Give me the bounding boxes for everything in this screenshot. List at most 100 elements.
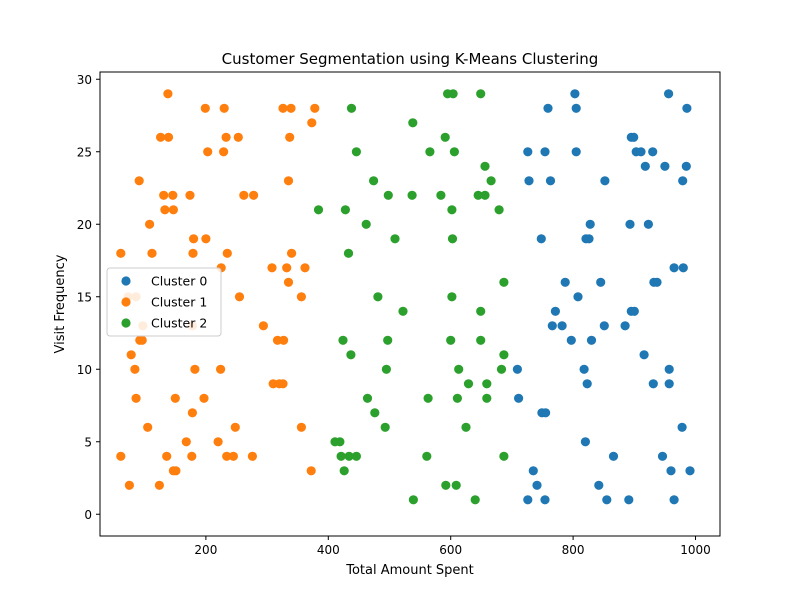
cluster-2-point [425,147,435,157]
cluster-1-point [213,437,223,447]
cluster-1-point [221,132,231,142]
cluster-1-point [137,335,147,345]
cluster-1-point [233,132,243,142]
cluster-0-point [540,147,550,157]
y-tick-label: 15 [77,290,92,304]
cluster-2-point [461,422,471,432]
cluster-0-point [532,480,542,490]
cluster-0-point [608,451,619,461]
x-tick-label: 1000 [680,543,711,557]
y-tick-label: 25 [77,145,92,159]
cluster-2-point [482,393,492,403]
cluster-2-point [336,451,346,461]
cluster-1-point [116,248,126,258]
cluster-1-point [258,321,268,331]
cluster-2-point [362,393,373,403]
cluster-0-point [523,495,533,505]
cluster-1-point [249,190,259,200]
cluster-2-point [499,277,509,287]
cluster-1-point [203,147,213,157]
cluster-2-point [463,379,474,389]
cluster-1-point [282,263,292,273]
cluster-2-point [380,422,390,432]
cluster-2-point [370,408,380,418]
cluster-1-point [247,451,257,461]
cluster-1-point [162,451,172,461]
cluster-0-point [586,335,597,345]
cluster-0-point [528,466,538,476]
cluster-2-point [423,393,433,403]
cluster-2-point [346,103,357,113]
x-axis-ticks: 200 400 600 800 1000 [194,536,711,557]
cluster-2-point [344,451,354,461]
cluster-2-point [496,364,507,374]
cluster-1-point [170,393,180,403]
cluster-0-point [573,292,583,302]
cluster-1-point [286,103,296,113]
cluster-2-point [407,190,417,200]
cluster-0-point [585,219,595,229]
cluster-0-point [550,306,561,316]
y-axis-label: Visit Frequency [53,254,68,353]
cluster-1-point [171,466,181,476]
legend-marker [121,318,131,328]
cluster-1-point [159,190,169,200]
cluster-0-point [540,495,550,505]
cluster-1-point [116,451,126,461]
cluster-1-point [181,437,191,447]
cluster-1-point [156,132,166,142]
cluster-0-point [514,393,524,403]
x-tick-label: 600 [439,543,462,557]
cluster-2-point [476,335,486,345]
cluster-1-point [143,422,153,432]
cluster-2-point [383,335,393,345]
cluster-1-point [216,364,226,374]
cluster-0-point [596,277,606,287]
cluster-1-point [154,480,164,490]
cluster-0-point [629,132,639,142]
cluster-1-point [168,190,178,200]
cluster-0-point [524,176,534,186]
cluster-0-point [664,89,674,99]
cluster-1-point [310,103,320,113]
cluster-2-point [408,118,418,128]
cluster-2-point [390,234,400,244]
cluster-1-point [147,248,157,258]
cluster-1-point [296,422,306,432]
cluster-1-point [188,248,198,258]
cluster-0-point [639,350,649,360]
cluster-0-point [669,263,679,273]
cluster-2-point [381,364,391,374]
cluster-2-point [480,161,490,171]
cluster-1-point [134,176,144,186]
cluster-2-point [447,292,457,302]
cluster-2-point [373,292,383,302]
cluster-0-point [678,263,688,273]
x-axis-label: Total Amount Spent [345,563,474,578]
cluster-0-point [648,147,658,157]
cluster-2-point [361,219,371,229]
plot-frame [99,71,721,537]
cluster-0-point [557,321,567,331]
cluster-2-point [440,132,450,142]
cluster-0-point [566,335,576,345]
cluster-0-point [580,437,591,447]
cluster-2-point [451,480,461,490]
cluster-0-point [660,161,670,171]
y-tick-label: 20 [77,218,92,232]
cluster-2-point [480,190,490,200]
cluster-2-point [351,147,361,157]
cluster-1-point [306,466,316,476]
x-tick-label: 800 [562,543,585,557]
cluster-1-point [278,379,288,389]
cluster-1-point [168,205,178,215]
cluster-0-point [547,321,557,331]
cluster-2-point [436,190,446,200]
cluster-0-point [571,147,581,157]
cluster-1-point [131,393,141,403]
cluster-0-point [541,408,551,418]
cluster-0-point [664,379,674,389]
legend-marker [121,276,131,286]
cluster-2-point [447,234,458,244]
